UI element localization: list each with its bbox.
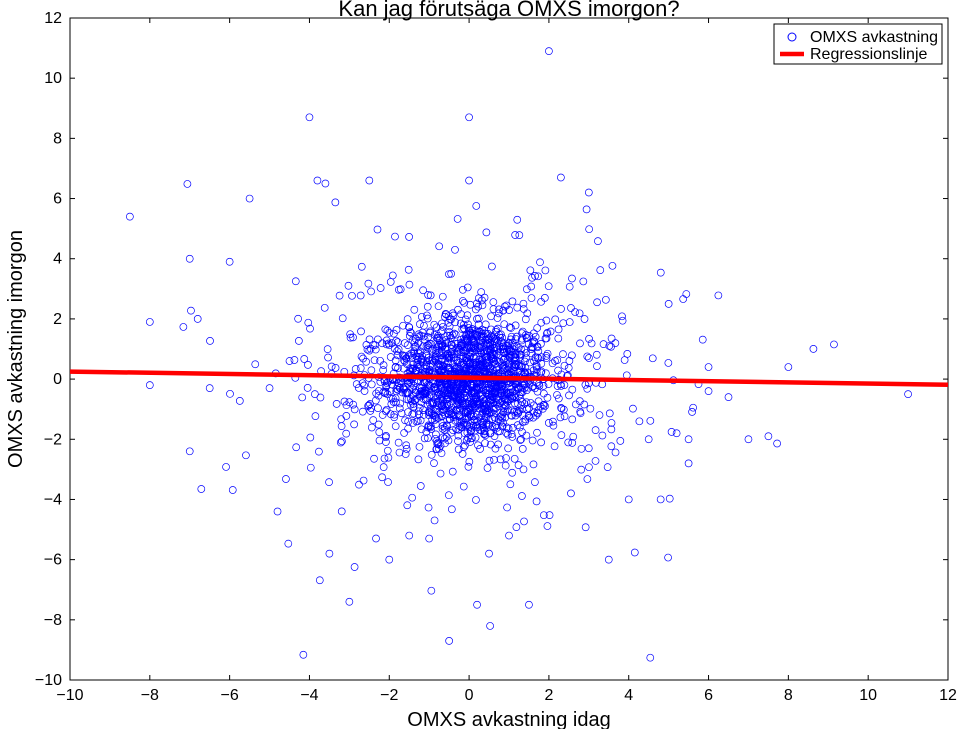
x-axis-label: OMXS avkastning idag — [407, 709, 610, 729]
x-tick-label: 10 — [859, 687, 877, 704]
y-tick-label: 10 — [44, 70, 62, 87]
y-tick-label: 8 — [53, 130, 62, 147]
legend-item-label: Regressionslinje — [810, 46, 927, 63]
x-tick-label: 2 — [544, 687, 553, 704]
x-tick-label: −8 — [141, 687, 159, 704]
y-tick-label: −6 — [44, 552, 62, 569]
chart-title: Kan jag förutsäga OMXS imorgon? — [338, 0, 679, 21]
chart-svg: −10 −8 −6 −4 −2 0 2 4 6 8 10 12 −10 −8 −6 −4 −2 0 2 4 6 8 10 12… — [0, 0, 960, 729]
y-tick-label: 6 — [53, 191, 62, 208]
x-tick-label: 0 — [465, 687, 474, 704]
x-tick-label: 6 — [704, 687, 713, 704]
x-tick-label: −2 — [380, 687, 398, 704]
x-tick-label: 4 — [624, 687, 633, 704]
x-tick-label: 12 — [939, 687, 957, 704]
y-tick-label: −8 — [44, 612, 62, 629]
y-tick-label: 12 — [44, 10, 62, 27]
x-tick-label: −10 — [56, 687, 83, 704]
y-tick-label: 4 — [53, 251, 62, 268]
y-axis-label: OMXS avkastning imorgon — [5, 230, 27, 468]
y-tick-label: 0 — [53, 371, 62, 388]
legend: OMXS avkastningRegressionslinje — [774, 24, 942, 64]
y-tick-label: −2 — [44, 431, 62, 448]
y-tick-label: 2 — [53, 311, 62, 328]
legend-item-label: OMXS avkastning — [810, 29, 938, 46]
y-tick-label: −4 — [44, 491, 62, 508]
x-tick-label: −4 — [300, 687, 318, 704]
x-tick-label: 8 — [784, 687, 793, 704]
x-tick-label: −6 — [221, 687, 239, 704]
y-tick-label: −10 — [35, 672, 62, 689]
scatter-chart: −10 −8 −6 −4 −2 0 2 4 6 8 10 12 −10 −8 −6 −4 −2 0 2 4 6 8 10 12… — [0, 0, 960, 729]
